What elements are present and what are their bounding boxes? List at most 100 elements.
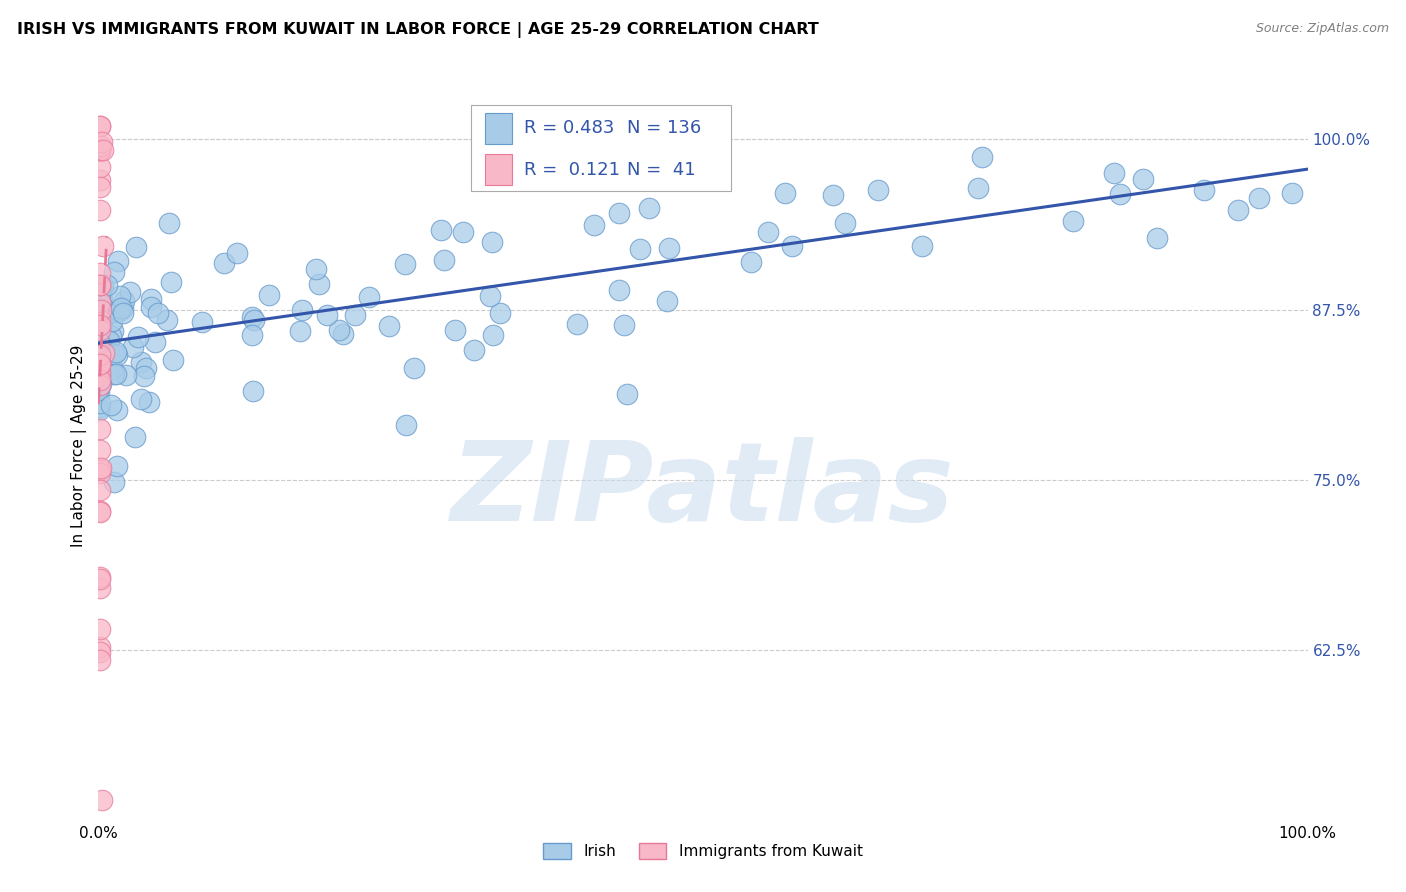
Point	[332, 326, 354, 341]
Point	[129, 392, 152, 406]
Point	[89, 357, 111, 371]
Point	[395, 418, 418, 433]
Point	[970, 150, 993, 164]
Point	[138, 395, 160, 409]
Point	[103, 347, 125, 361]
Point	[104, 367, 127, 381]
Point	[1192, 183, 1215, 197]
Point	[638, 201, 661, 215]
Point	[93, 238, 115, 252]
Point	[89, 202, 111, 217]
Point	[96, 278, 118, 293]
Point	[91, 277, 114, 292]
Point	[288, 324, 311, 338]
Text: R =  0.121: R = 0.121	[524, 161, 620, 178]
Point	[87, 305, 110, 319]
Point	[451, 225, 474, 239]
Point	[87, 385, 110, 400]
Point	[291, 303, 314, 318]
Point	[157, 216, 180, 230]
Point	[108, 301, 131, 316]
Point	[162, 353, 184, 368]
Point	[242, 313, 264, 327]
Text: N =  41: N = 41	[627, 161, 696, 178]
Point	[89, 364, 111, 378]
Point	[444, 323, 467, 337]
Point	[91, 793, 114, 807]
Point	[89, 172, 111, 186]
Point	[125, 240, 148, 254]
Point	[87, 324, 110, 338]
Point	[780, 239, 803, 253]
Point	[482, 328, 505, 343]
Point	[155, 313, 177, 327]
Point	[110, 301, 132, 316]
Point	[87, 403, 110, 417]
Point	[89, 483, 111, 498]
Point	[378, 319, 401, 334]
Point	[1146, 231, 1168, 245]
Point	[93, 310, 115, 324]
Point	[834, 216, 856, 230]
Point	[90, 286, 112, 301]
Point	[616, 387, 638, 401]
Point	[111, 301, 134, 315]
Point	[89, 160, 111, 174]
Point	[565, 317, 588, 331]
Point	[112, 293, 135, 308]
Point	[212, 256, 235, 270]
Point	[756, 225, 779, 239]
Point	[1102, 166, 1125, 180]
Point	[93, 346, 115, 360]
Point	[89, 143, 111, 157]
Point	[89, 338, 111, 352]
Point	[1247, 191, 1270, 205]
Point	[89, 323, 111, 337]
Point	[141, 293, 163, 307]
Point	[89, 119, 111, 133]
Point	[89, 348, 111, 362]
Point	[127, 330, 149, 344]
FancyBboxPatch shape	[485, 112, 512, 144]
Point	[89, 569, 111, 583]
Point	[89, 368, 111, 383]
Point	[87, 353, 110, 368]
Point	[89, 622, 111, 636]
Point	[394, 257, 416, 271]
Point	[821, 188, 844, 202]
Point	[105, 403, 128, 417]
Point	[1281, 186, 1303, 200]
Point	[613, 318, 636, 332]
Point	[90, 302, 112, 317]
Point	[607, 206, 630, 220]
Text: N = 136: N = 136	[627, 120, 702, 137]
Point	[89, 312, 111, 326]
Point	[96, 329, 118, 343]
Point	[105, 348, 128, 362]
Y-axis label: In Labor Force | Age 25-29: In Labor Force | Age 25-29	[72, 345, 87, 547]
Point	[89, 322, 111, 336]
Point	[911, 239, 934, 253]
Point	[103, 324, 125, 338]
Legend: Irish, Immigrants from Kuwait: Irish, Immigrants from Kuwait	[537, 837, 869, 865]
Text: Source: ZipAtlas.com: Source: ZipAtlas.com	[1256, 22, 1389, 36]
Point	[91, 144, 114, 158]
Point	[108, 303, 131, 318]
Point	[90, 139, 112, 153]
Point	[101, 304, 124, 318]
Point	[87, 359, 110, 374]
Point	[89, 283, 111, 297]
Point	[139, 300, 162, 314]
Point	[242, 384, 264, 398]
Point	[866, 183, 889, 197]
Point	[89, 640, 111, 654]
Point	[89, 644, 111, 658]
Point	[160, 275, 183, 289]
Point	[240, 310, 263, 324]
Point	[257, 288, 280, 302]
Point	[87, 334, 110, 349]
Point	[100, 361, 122, 376]
Point	[226, 246, 249, 260]
Point	[89, 357, 111, 371]
Point	[967, 181, 990, 195]
